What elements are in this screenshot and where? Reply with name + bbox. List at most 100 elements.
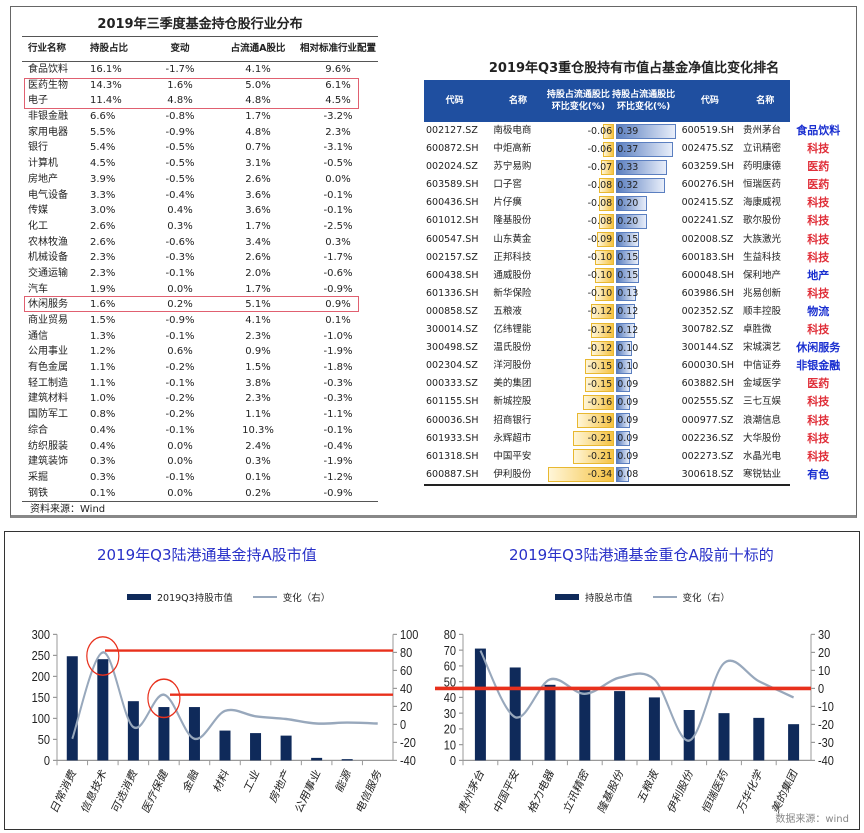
header-change-right: 持股占流通股比环比变化(%): [612, 90, 676, 112]
table-row: 603589.SH 口子窖 -0.08 0.32 600276.SH 恒瑞医药 医药: [424, 176, 844, 194]
table-row: 商业贸易 1.5% -0.9% 4.1% 0.1%: [22, 313, 378, 329]
change-negative-value: -0.16: [587, 396, 613, 408]
table-row: 机械设备 2.3% -0.3% 2.6% -1.7%: [22, 250, 378, 266]
negative-databar: [598, 195, 615, 211]
table-cell: -1.2%: [323, 471, 353, 483]
change-positive-cell: 0.10: [614, 358, 677, 375]
change-positive-value: 0.15: [617, 252, 639, 264]
table-cell: -3.1%: [323, 142, 353, 154]
table-cell: 2.3%: [325, 126, 351, 138]
svg-text:万华化学: 万华化学: [734, 766, 765, 815]
svg-text:-30: -30: [818, 735, 834, 750]
table-cell: 1.3%: [90, 330, 116, 342]
table-row: 600872.SH 中炬高新 -0.06 0.37 002475.SZ 立讯精密 科技: [424, 140, 844, 158]
svg-text:100: 100: [32, 711, 51, 726]
svg-text:50: 50: [38, 732, 50, 747]
svg-text:10: 10: [444, 737, 456, 752]
table-cell: 有色金属: [28, 362, 68, 374]
change-negative-cell: -0.10: [547, 285, 615, 302]
sector-tag: 医药: [807, 377, 830, 391]
table-cell: 14.3%: [90, 79, 122, 91]
stock-name: 温氏股份: [493, 342, 532, 354]
positive-databar: [616, 304, 635, 320]
table-cell: 休闲服务: [28, 299, 68, 311]
svg-text:200: 200: [32, 669, 51, 684]
change-positive-value: 0.12: [617, 306, 639, 318]
table-cell: -1.1%: [323, 409, 353, 421]
svg-text:房地产: 房地产: [266, 766, 292, 805]
stock-code: 601155.SH: [426, 396, 479, 408]
stock-name: 亿纬锂能: [493, 324, 532, 336]
header-industry: 行业名称: [28, 43, 67, 54]
table-cell: 1.6%: [167, 79, 193, 91]
table-row: 医药生物 14.3% 1.6% 5.0% 6.1%: [22, 78, 378, 94]
table-cell: 4.1%: [245, 64, 271, 75]
table-cell: 2.3%: [90, 252, 116, 264]
table-cell: 0.0%: [167, 283, 193, 295]
change-negative-value: -0.12: [587, 324, 613, 336]
table-cell: 0.1%: [90, 487, 116, 499]
table-cell: 钢铁: [28, 487, 48, 499]
stock-code: 300618.SZ: [681, 468, 734, 480]
negative-databar: [590, 340, 615, 356]
table-row: 600036.SH 招商银行 -0.19 0.09 000977.SZ 浪潮信息 科技: [424, 412, 844, 430]
table-row: 600438.SH 通威股份 -0.10 0.15 600048.SH 保利地产 地产: [424, 267, 844, 285]
table-cell: 0.3%: [90, 471, 116, 483]
svg-text:100: 100: [400, 627, 419, 642]
header-holding: 持股占比: [90, 43, 129, 54]
table-cell: 房地产: [28, 173, 58, 185]
svg-text:-20: -20: [818, 717, 834, 732]
positive-databar: [616, 376, 631, 392]
table-row: 600547.SH 山东黄金 -0.09 0.15 002008.SZ 大族激光 科技: [424, 231, 844, 249]
svg-text:150: 150: [32, 690, 51, 705]
table-cell: 0.7%: [245, 142, 271, 154]
stock-name: 中国平安: [493, 450, 532, 462]
table-row: 600887.SH 伊利股份 -0.34 0.08 300618.SZ 寒锐钴业 有色: [424, 466, 844, 484]
sector-tag: 物流: [807, 304, 830, 318]
stock-code: 002352.SZ: [681, 305, 734, 317]
table-cell: -0.1%: [165, 267, 195, 279]
stock-name: 中信证券: [742, 360, 781, 372]
stock-code: 600276.SH: [681, 179, 735, 191]
table-row: 000858.SZ 五粮液 -0.12 0.12 002352.SZ 顺丰控股 物流: [424, 303, 844, 321]
table-cell: -0.1%: [165, 424, 195, 436]
legend-bar-label: 持股总市值: [585, 593, 633, 604]
table-cell: -1.9%: [323, 346, 353, 358]
table-cell: 医药生物: [28, 79, 68, 91]
table-cell: 交通运输: [28, 267, 68, 279]
industry-table-title: 2019年三季度基金持仓股行业分布: [22, 14, 378, 37]
table-cell: 0.0%: [167, 440, 193, 452]
change-positive-cell: 0.15: [614, 249, 677, 266]
svg-text:贵州茅台: 贵州茅台: [456, 766, 487, 815]
svg-text:材料: 材料: [210, 766, 231, 794]
table-cell: -1.9%: [323, 456, 353, 468]
positive-databar: [616, 340, 632, 356]
table-cell: 2.6%: [90, 220, 116, 232]
svg-text:日常消费: 日常消费: [48, 766, 79, 815]
ranking-table-title: 2019年Q3重仓股持有市值占基金净值比变化排名: [488, 61, 780, 76]
table-row: 非银金融 6.6% -0.8% 1.7% -3.2%: [22, 109, 378, 125]
change-positive-cell: 0.12: [614, 303, 677, 320]
svg-text:300: 300: [32, 627, 51, 642]
svg-text:60: 60: [400, 663, 412, 678]
table-cell: 4.5%: [325, 95, 351, 107]
positive-databar: [616, 232, 640, 248]
positive-databar: [616, 141, 674, 157]
change-positive-cell: 0.09: [614, 412, 677, 429]
table-row: 综合 0.4% -0.1% 10.3% -0.1%: [22, 423, 378, 439]
change-negative-value: -0.08: [587, 179, 613, 191]
table-cell: -1.7%: [165, 64, 195, 75]
change-positive-value: 0.20: [617, 197, 639, 209]
negative-databar: [598, 214, 615, 230]
table-cell: -0.1%: [323, 189, 353, 201]
change-positive-value: 0.37: [617, 143, 639, 155]
stock-name: 顺丰控股: [742, 305, 781, 317]
stock-name: 生益科技: [742, 251, 781, 263]
stock-code: 603882.SH: [681, 378, 735, 390]
svg-text:伊利股份: 伊利股份: [665, 767, 695, 816]
table-cell: 电子: [28, 95, 48, 107]
change-negative-cell: -0.06: [547, 123, 615, 140]
positive-databar: [616, 214, 647, 230]
stock-name: 寒锐钴业: [742, 468, 781, 480]
table-cell: 0.4%: [90, 440, 116, 452]
